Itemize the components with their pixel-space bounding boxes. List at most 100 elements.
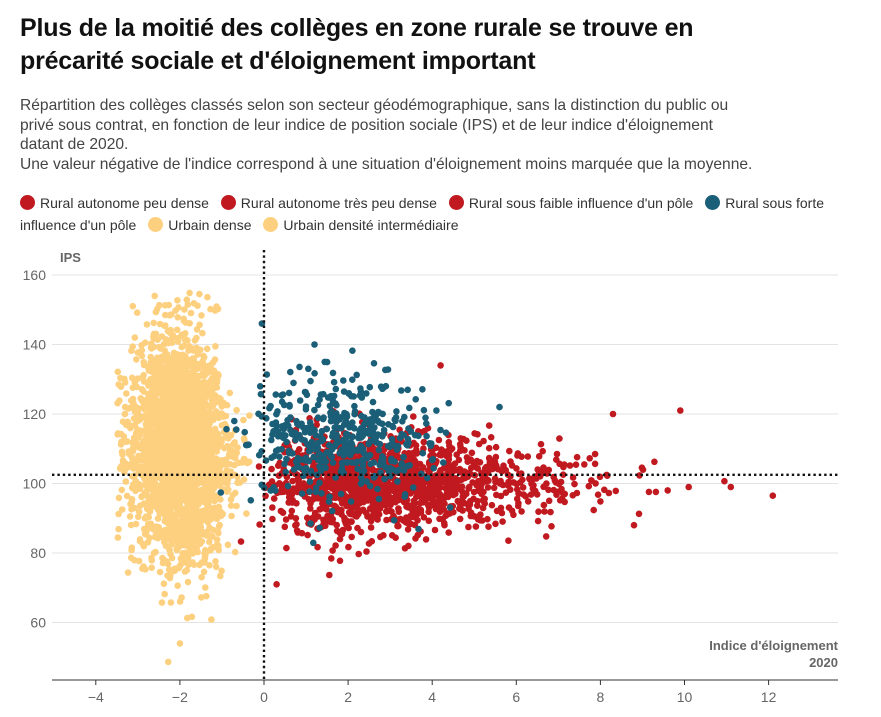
data-point [170, 367, 177, 374]
data-point [202, 584, 209, 591]
data-point [179, 475, 187, 483]
data-point [379, 455, 387, 462]
data-point [457, 435, 465, 442]
data-point [164, 413, 171, 420]
data-point [200, 417, 208, 425]
data-point [267, 487, 275, 494]
data-point [463, 454, 471, 461]
data-point [375, 446, 383, 454]
data-point [136, 537, 144, 545]
data-point [460, 493, 468, 500]
chart-subtitle: Répartition des collèges classés selon s… [20, 96, 850, 174]
data-point [213, 383, 220, 391]
data-point [145, 471, 153, 479]
data-point [164, 501, 171, 509]
data-point [342, 517, 350, 525]
data-point [492, 520, 499, 528]
data-point [159, 432, 166, 440]
data-point [444, 467, 452, 474]
data-point [293, 458, 300, 466]
data-point [156, 301, 163, 309]
data-point [488, 501, 496, 509]
data-point [155, 360, 163, 368]
data-point [630, 521, 638, 529]
data-point [401, 491, 409, 498]
data-point [233, 406, 240, 414]
data-point [279, 391, 287, 398]
data-point [178, 594, 185, 601]
data-point [553, 450, 561, 458]
data-point [211, 356, 219, 363]
data-point [395, 508, 403, 515]
data-point [591, 450, 599, 458]
data-point [413, 446, 420, 454]
x-tick-label: 2 [344, 689, 352, 705]
data-point [169, 331, 177, 339]
data-point [188, 509, 195, 517]
legend-dot [705, 195, 721, 210]
data-point [268, 436, 275, 444]
data-point [446, 504, 454, 511]
data-point [227, 432, 235, 439]
data-point [150, 454, 158, 462]
data-point [148, 557, 156, 564]
y-tick-label: 160 [23, 267, 47, 283]
data-point [537, 440, 545, 448]
data-point [206, 562, 213, 569]
data-point [194, 302, 201, 310]
data-point [380, 426, 388, 434]
data-point [179, 539, 187, 546]
data-point [316, 524, 324, 532]
data-point [533, 491, 541, 498]
data-point [137, 431, 144, 438]
data-point [213, 536, 221, 543]
data-point [442, 484, 449, 492]
data-point [187, 543, 194, 551]
data-point [138, 413, 146, 421]
data-point [186, 289, 193, 297]
data-point [304, 531, 311, 539]
data-point [323, 358, 331, 366]
data-point [227, 502, 235, 510]
data-point [238, 459, 246, 466]
data-point [173, 427, 181, 435]
data-point [219, 457, 226, 464]
data-point [420, 406, 428, 414]
data-point [534, 517, 542, 525]
data-point [138, 352, 146, 360]
data-point [197, 475, 205, 483]
data-point [526, 475, 533, 482]
data-point [181, 406, 189, 414]
data-point [173, 546, 181, 554]
data-point [272, 391, 280, 398]
data-point [375, 409, 383, 417]
data-point [410, 484, 417, 491]
data-point [181, 306, 188, 313]
data-point [217, 496, 224, 503]
data-point [247, 497, 255, 504]
data-point [203, 390, 211, 398]
data-point [171, 419, 178, 426]
data-point [210, 526, 217, 534]
data-point [151, 480, 159, 487]
data-point [328, 507, 336, 515]
data-point [182, 467, 189, 474]
data-point [215, 546, 222, 554]
data-point [284, 482, 292, 490]
data-point [281, 523, 289, 531]
data-point [134, 480, 142, 488]
data-point [211, 462, 218, 469]
data-point [438, 449, 445, 456]
data-point [161, 538, 168, 546]
data-point [415, 432, 422, 440]
data-point [165, 476, 173, 483]
data-point [548, 523, 555, 530]
data-point [185, 495, 192, 502]
data-point [329, 547, 336, 554]
data-point [193, 417, 201, 425]
data-point [172, 357, 180, 365]
data-point [430, 482, 438, 490]
data-point [467, 464, 475, 472]
data-point [400, 467, 408, 475]
